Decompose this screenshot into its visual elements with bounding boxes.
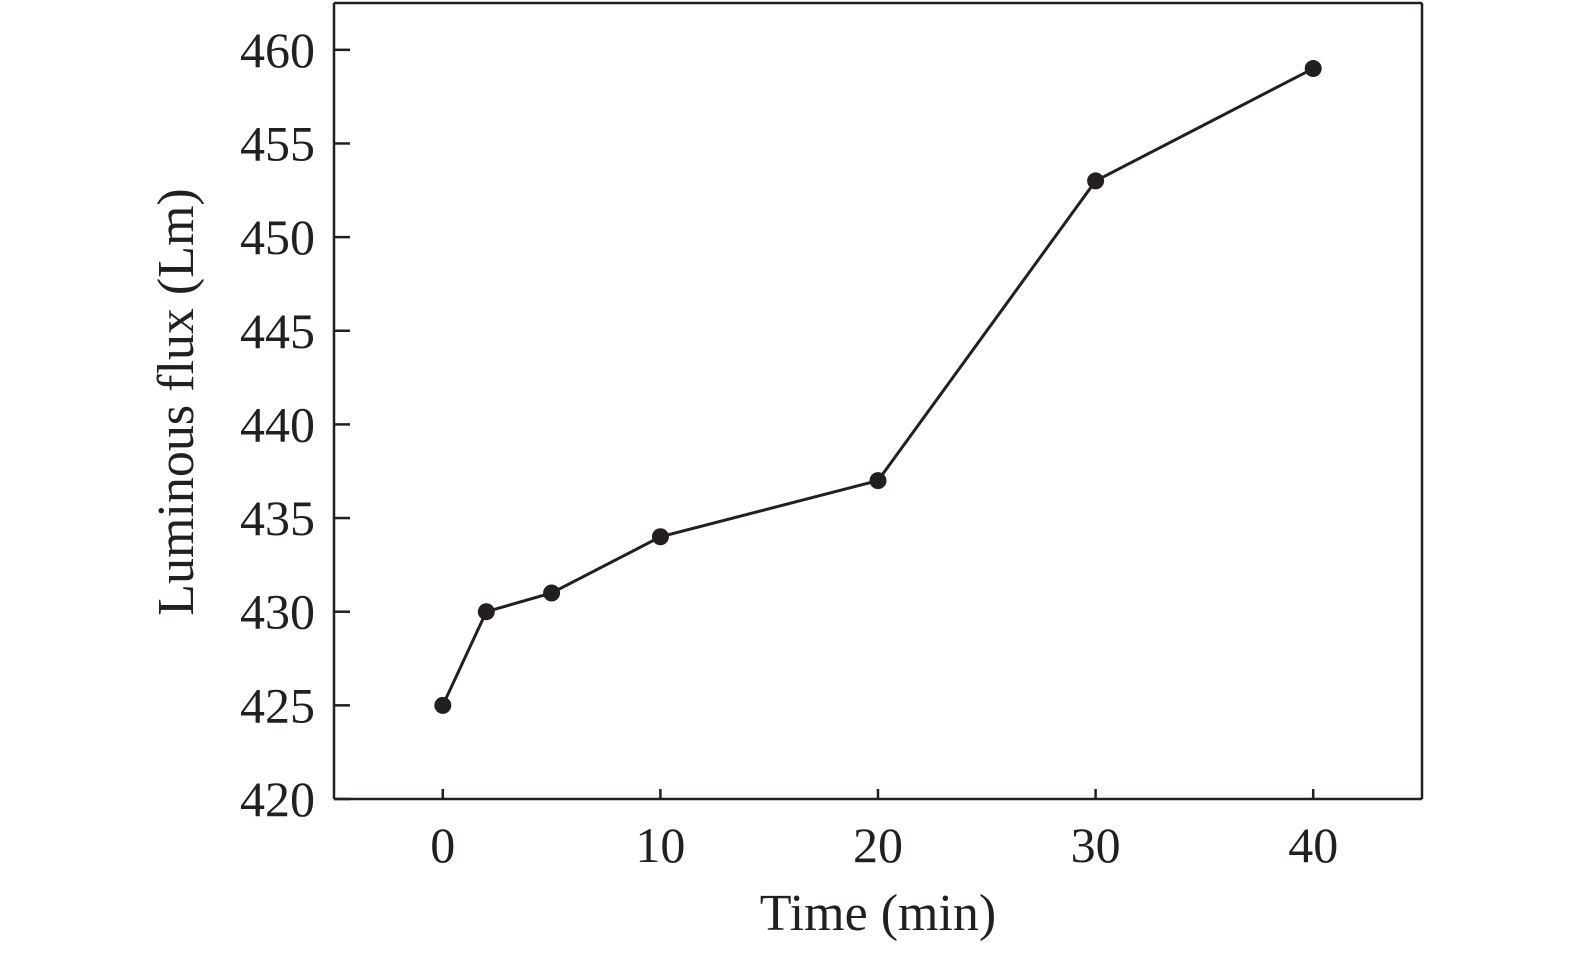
y-tick-label: 445 [240,303,315,359]
x-tick-label: 0 [430,817,455,873]
data-point [869,472,887,490]
y-tick-label: 455 [240,115,315,171]
y-tick-label: 450 [240,209,315,265]
x-tick-label: 30 [1071,817,1121,873]
data-point [651,528,669,546]
x-tick-label: 10 [635,817,685,873]
x-axis-title: Time (min) [760,885,996,942]
data-point [434,696,452,714]
plot-frame [332,1,1424,801]
data-point [1087,172,1105,190]
y-tick-label: 460 [240,22,315,78]
y-ticks: 420 425 430 435 440 445 450 455 460 [240,22,350,827]
data-point [477,603,495,621]
series-line [441,67,1314,706]
x-tick-label: 20 [853,817,903,873]
y-axis-title: Luminous flux (Lm) [148,188,205,616]
data-point [1304,60,1322,78]
y-tick-label: 430 [240,584,315,640]
y-tick-label: 435 [240,490,315,546]
y-tick-label: 425 [240,677,315,733]
x-ticks: 0 10 20 30 40 [430,789,1338,873]
series-group [434,60,1322,714]
y-tick-label: 440 [240,396,315,452]
y-tick-label: 420 [240,771,315,827]
x-tick-label: 40 [1288,817,1338,873]
data-point [543,584,561,602]
